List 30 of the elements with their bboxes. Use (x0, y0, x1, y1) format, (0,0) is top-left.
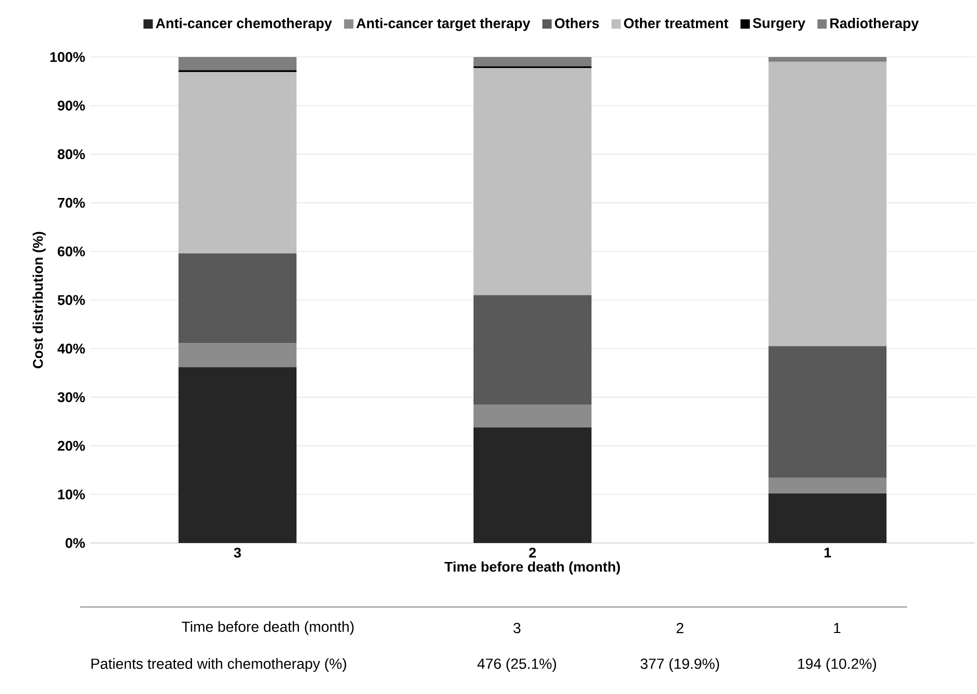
y-tick-label: 30% (58, 392, 85, 402)
y-axis-title: Cost distribution (%) (32, 232, 46, 368)
text: 476 (25.1%) (477, 658, 556, 672)
y-tick-label: 0% (66, 538, 85, 548)
y-tick-label: 70% (58, 198, 85, 208)
category-label: 3 (513, 622, 520, 634)
x-tick-label: 3 (234, 548, 241, 558)
legend-label: Surgery (752, 18, 806, 31)
legend-label: Other treatment (624, 18, 728, 28)
category-label: 2 (676, 622, 684, 634)
y-tick-label: 20% (58, 440, 85, 451)
y-tick-label: 60% (58, 246, 85, 256)
text: Time before death (month) (182, 621, 354, 635)
y-tick-label: 50% (58, 295, 85, 305)
legend-label: Anti-cancer target therapy (356, 18, 530, 32)
category-label: 1 (834, 622, 840, 634)
y-tick-label: 80% (58, 149, 85, 160)
y-tick-label: 100% (50, 52, 85, 62)
y-tick-label: 90% (58, 100, 85, 111)
legend-label: Anti-cancer chemotherapy (156, 18, 332, 31)
x-tick-label: 1 (824, 548, 831, 558)
text: Patients treated with chemotherapy (%) (91, 658, 346, 672)
y-tick-label: 40% (57, 344, 85, 354)
y-tick-label: 10% (58, 489, 85, 500)
text: 194 (10.2%) (798, 658, 876, 672)
text: 377 (19.9%) (640, 658, 720, 672)
legend-label: Others (554, 18, 599, 28)
legend-label: Radiotherapy (830, 18, 919, 31)
x-tick-label: 2 (529, 548, 536, 558)
x-axis-title: Time before death (month) (444, 561, 620, 575)
